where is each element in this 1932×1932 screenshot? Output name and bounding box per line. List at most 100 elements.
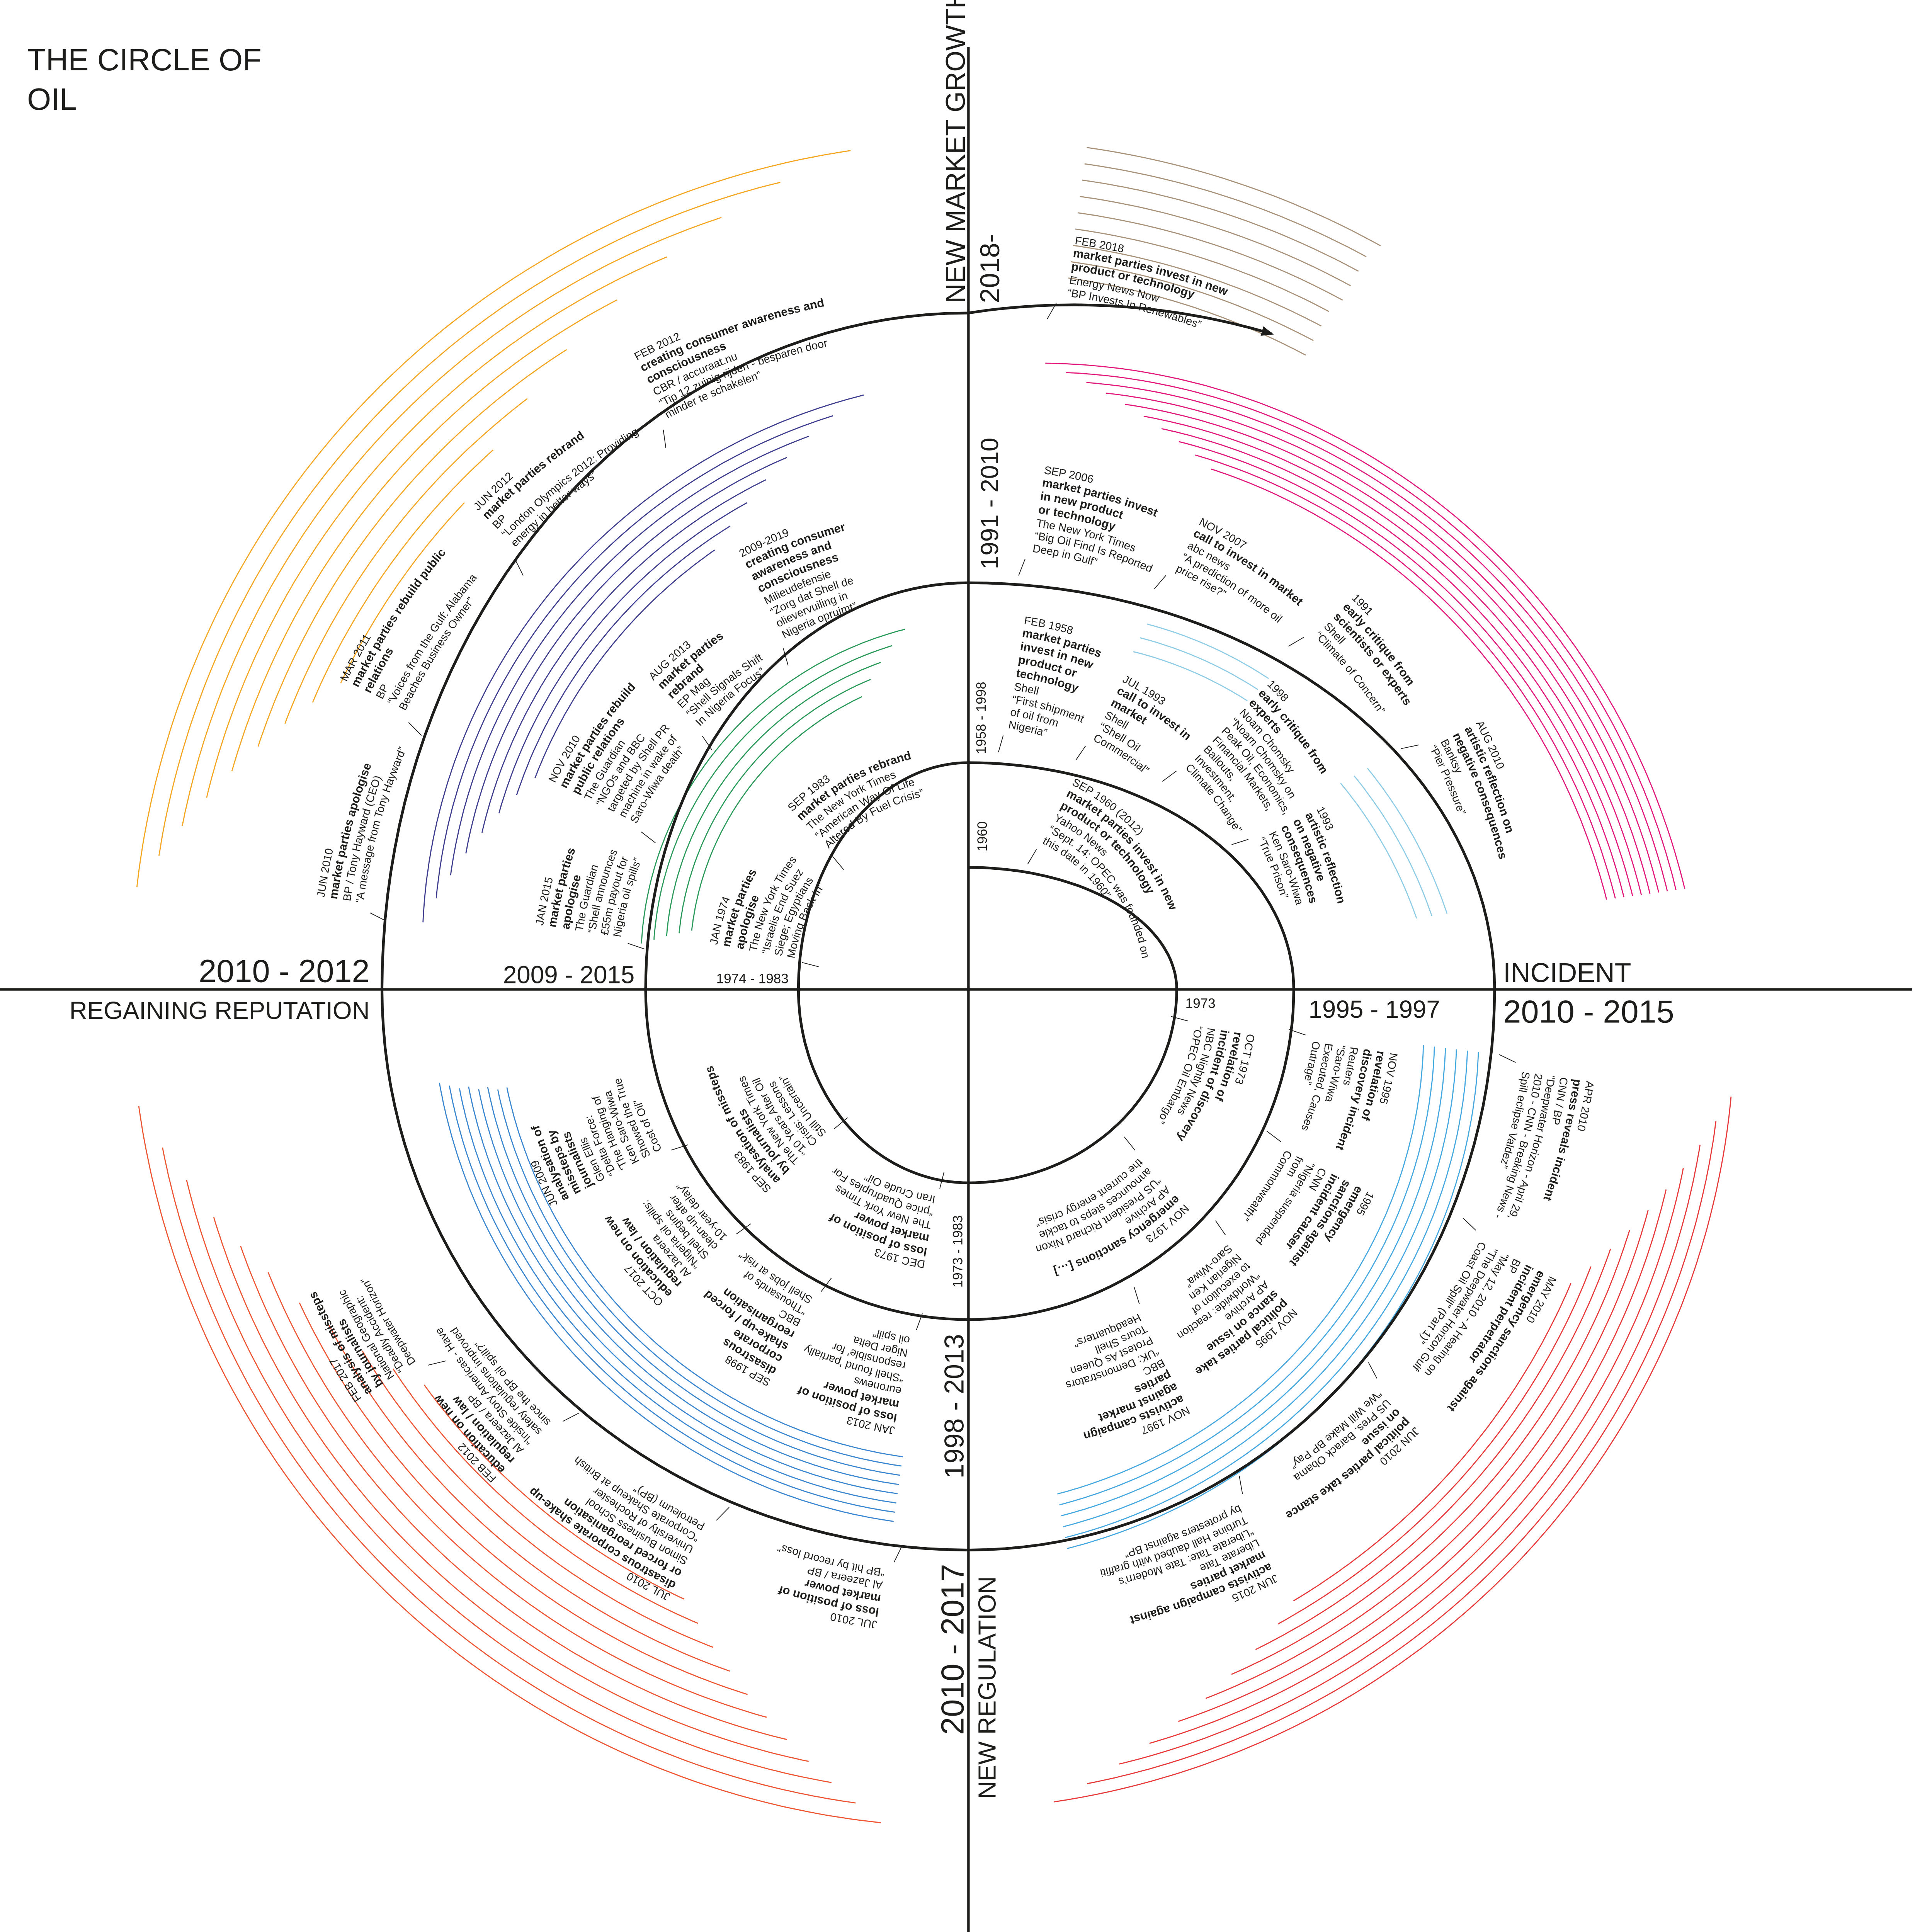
arc-line [1070,261,1314,341]
arc-line [1087,147,1381,247]
arc-line [257,349,567,747]
period-label-1998-2013: 1998 - 2013 [939,1334,969,1478]
red-right-arc-band [1054,1096,1732,1803]
period-label-1995-1997: 1995 - 1997 [1308,995,1440,1023]
arc-line [1255,1248,1611,1650]
event-tick [1018,559,1026,576]
arc-line [1084,163,1367,257]
arc-line [158,182,781,856]
arc-line [481,479,767,833]
arc-line [1179,441,1625,898]
orange-arc-band [136,150,851,888]
event-tick [1134,1287,1140,1304]
event-quote: “Voices from the Gulf: Alabama [385,571,480,707]
arc-line [1077,212,1343,301]
quadrant-label-incident: INCIDENT [1503,957,1631,988]
arc-line [1149,1167,1684,1744]
arc-line [340,502,465,684]
event-tick [939,1172,945,1189]
event-tick [834,1117,848,1129]
arc-line [1133,651,1248,701]
arc-line [186,1180,832,1783]
event-tick [832,856,844,870]
event-category-text: market parties rebuild public [349,546,448,689]
arc-line [362,1350,714,1648]
arc-line [468,1086,898,1495]
event-tick [1124,1136,1136,1151]
event-tick [1239,1476,1243,1494]
arc-line [299,1302,748,1695]
event-tick [408,722,422,736]
event-tick [1231,839,1249,845]
period-label-1991-2010: 1991 - 2010 [976,438,1003,569]
period-label-1973: 1973 [1185,996,1216,1011]
arc-line [653,645,893,940]
arc-line [136,150,851,888]
arc-line [1106,393,1660,893]
arc-line [423,1384,685,1600]
arc-line [1354,775,1433,917]
arc-line [1057,1045,1424,1495]
period-label-1960: 1960 [975,821,990,851]
event-tick [736,1223,751,1235]
event-tick [998,735,1004,753]
arc-line [1146,623,1269,679]
event-tick [820,1278,832,1293]
arc-line [1073,245,1321,327]
event-tick [1401,744,1419,749]
event-quote-text: Beaches Business Owner” [397,595,477,713]
arc-line [393,1368,698,1624]
arc-line [465,457,787,854]
arc-line [1231,1230,1630,1675]
period-label-1973-1983: 1973 - 1983 [950,1215,965,1287]
event-category: market parties rebuild public [349,546,448,689]
arc-line [534,549,715,778]
event-tick [716,1507,730,1521]
arc-line [1340,782,1417,919]
event-tick [1289,1029,1306,1036]
arc-line [1139,637,1259,690]
period-label-2010-2017: 2010 - 2017 [935,1564,971,1735]
event-tick [1288,637,1304,647]
red-left-arc-band [138,1106,881,1823]
arc-line [1065,1050,1468,1538]
arc-line [679,679,871,934]
arc-line [267,1272,767,1718]
arc-line [422,394,864,923]
arc-line [1068,277,1306,356]
event-tick [1215,1220,1226,1235]
arc-line [1161,428,1633,896]
arc-line [162,1147,856,1804]
event-tick [562,1413,579,1422]
arc-line [284,398,528,724]
event-tick [702,735,713,751]
arc-line [459,1088,896,1504]
arc-line [213,1217,809,1762]
arc-line [138,1106,881,1823]
period-label-2018: 2018- [975,234,1005,303]
timeline-spiral [381,303,1496,1551]
arc-line [506,1087,903,1458]
arc-line [312,449,494,703]
arc-line [1195,454,1616,899]
event-tick [369,912,386,922]
